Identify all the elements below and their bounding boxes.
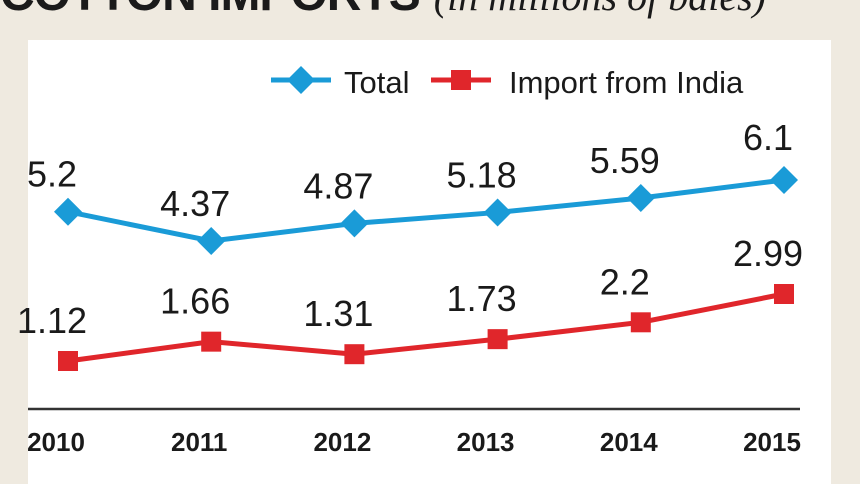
legend-india-label: Import from India xyxy=(509,65,744,100)
x-tick-label: 2014 xyxy=(600,427,658,457)
total-point xyxy=(340,209,369,238)
chart-panel xyxy=(28,40,831,484)
india-data-label: 1.66 xyxy=(160,281,230,322)
x-tick-label: 2015 xyxy=(743,427,801,457)
india-point xyxy=(774,284,794,304)
x-tick-label: 2012 xyxy=(313,427,371,457)
india-data-label: 1.12 xyxy=(17,300,87,341)
india-data-label: 2.99 xyxy=(733,233,803,274)
total-data-label: 4.87 xyxy=(303,165,373,206)
india-data-label: 2.2 xyxy=(600,261,650,302)
title-main: COTTON IMPORTS xyxy=(0,0,421,21)
series-total-line xyxy=(67,177,785,244)
india-point xyxy=(58,351,78,371)
legend-india-marker xyxy=(451,70,471,90)
total-point xyxy=(197,227,226,255)
total-point xyxy=(626,183,655,212)
total-data-label: 5.2 xyxy=(27,154,77,195)
title-subtitle: (in millions of bales) xyxy=(434,0,766,19)
legend-total-label: Total xyxy=(344,65,409,100)
x-tick-label: 2010 xyxy=(27,427,85,457)
series-india-line xyxy=(67,291,785,364)
x-tick-label: 2013 xyxy=(457,427,515,457)
chart-title: COTTON IMPORTS (in millions of bales) xyxy=(0,0,766,20)
india-point xyxy=(630,312,651,333)
total-data-label: 5.59 xyxy=(590,140,660,181)
total-data-label: 4.37 xyxy=(160,183,230,224)
total-point xyxy=(54,197,82,226)
india-point xyxy=(201,331,222,352)
x-tick-label: 2011 xyxy=(171,427,227,457)
total-data-label: 5.18 xyxy=(447,154,517,195)
india-point xyxy=(344,344,365,365)
total-point xyxy=(483,198,512,227)
total-data-label: 6.1 xyxy=(743,117,793,158)
india-point xyxy=(487,329,508,350)
total-point xyxy=(770,166,798,194)
india-data-label: 1.31 xyxy=(303,293,373,334)
india-data-label: 1.73 xyxy=(447,278,517,319)
legend-total-marker xyxy=(287,66,315,94)
